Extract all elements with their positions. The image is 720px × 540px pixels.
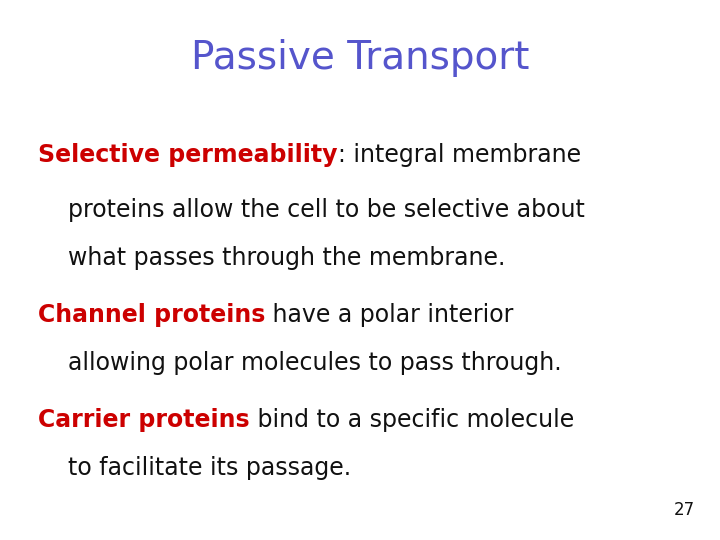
Text: bind to a specific molecule: bind to a specific molecule (250, 408, 574, 432)
Text: proteins allow the cell to be selective about: proteins allow the cell to be selective … (68, 198, 585, 222)
Text: what passes through the membrane.: what passes through the membrane. (68, 246, 505, 270)
Text: Passive Transport: Passive Transport (191, 39, 529, 77)
Text: : integral membrane: : integral membrane (338, 143, 580, 167)
Text: to facilitate its passage.: to facilitate its passage. (68, 456, 351, 480)
Text: Channel proteins: Channel proteins (38, 303, 266, 327)
Text: have a polar interior: have a polar interior (266, 303, 514, 327)
Text: Carrier proteins: Carrier proteins (38, 408, 250, 432)
Text: Selective permeability: Selective permeability (38, 143, 338, 167)
Text: 27: 27 (674, 501, 695, 519)
Text: allowing polar molecules to pass through.: allowing polar molecules to pass through… (68, 351, 562, 375)
